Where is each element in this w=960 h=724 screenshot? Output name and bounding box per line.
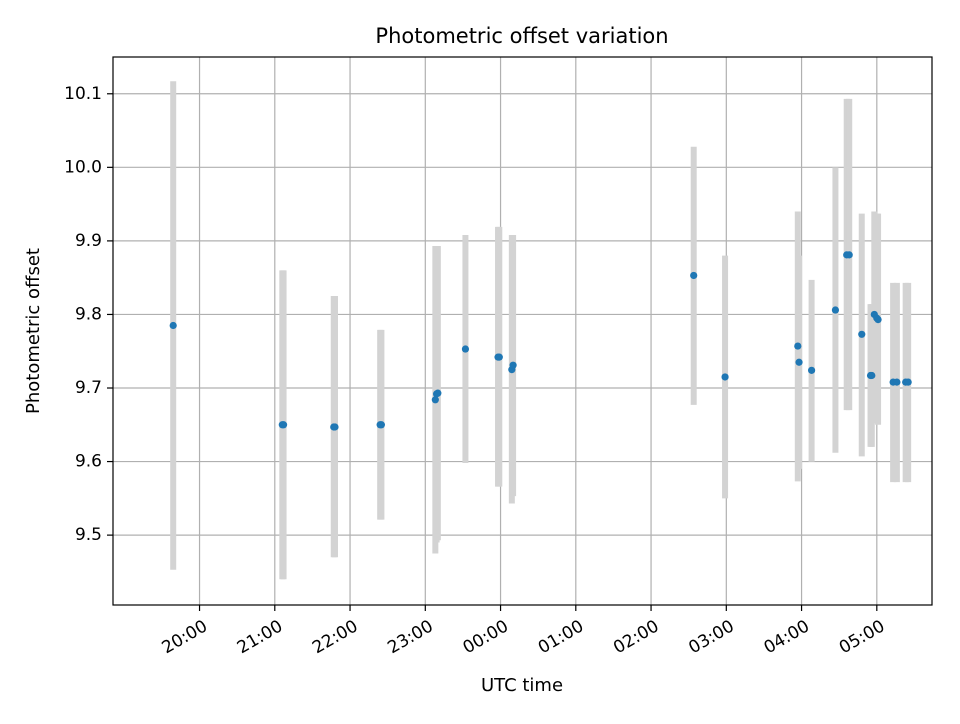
y-tick-label: 9.6 [75,452,102,472]
data-point [868,371,876,380]
y-tick-label: 9.8 [75,304,102,324]
y-axis-label: Photometric offset [23,248,44,414]
data-point [431,396,439,404]
data-point [690,271,698,280]
data-points [169,251,912,431]
y-tick-label: 9.9 [75,231,102,251]
data-point [795,358,803,366]
data-point [331,423,339,431]
data-point [169,321,177,330]
data-point [377,421,386,429]
data-point [858,330,866,338]
data-point [279,421,288,429]
data-point [893,378,901,386]
data-point [904,378,912,386]
plot-frame [112,56,933,606]
data-point [794,342,802,350]
data-point [721,373,729,381]
data-point [461,345,470,353]
data-point [845,251,853,259]
data-point [831,306,840,314]
data-point [509,361,517,369]
data-point [434,389,442,397]
data-point [495,353,503,361]
y-tick-label: 9.7 [75,378,102,398]
y-axis-ticks: 9.5 9.6 9.7 9.8 9.9 10.0 10.1 [64,84,113,545]
x-axis-label: UTC time [481,675,563,696]
data-point [807,366,816,374]
data-point [874,315,882,324]
y-tick-label: 10.1 [64,84,102,104]
y-tick-label: 9.5 [75,525,102,545]
chart-title: Photometric offset variation [375,24,668,48]
y-tick-label: 10.0 [64,157,102,177]
